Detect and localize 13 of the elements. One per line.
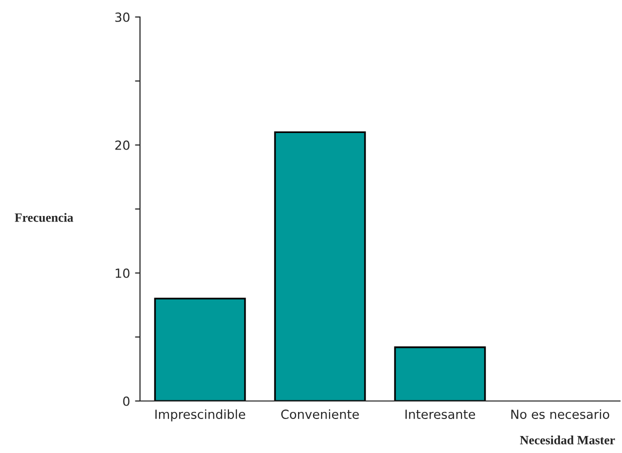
x-tick-label: No es necesario <box>511 409 610 420</box>
y-axis-title: Frecuencia <box>14 213 74 222</box>
y-tick-label: 20 <box>115 140 130 150</box>
bar <box>274 131 366 401</box>
x-tick-label: Imprescindible <box>155 409 246 422</box>
x-tick-label: Interesante <box>406 410 476 420</box>
bar <box>394 346 486 401</box>
y-tick-label: 10 <box>116 268 130 278</box>
bar <box>154 298 246 401</box>
y-tick-label: 0 <box>123 396 130 406</box>
y-tick-label: 30 <box>115 12 130 22</box>
x-axis-title: Necesidad Master <box>520 436 615 444</box>
x-tick-label: Conveniente <box>281 409 359 420</box>
